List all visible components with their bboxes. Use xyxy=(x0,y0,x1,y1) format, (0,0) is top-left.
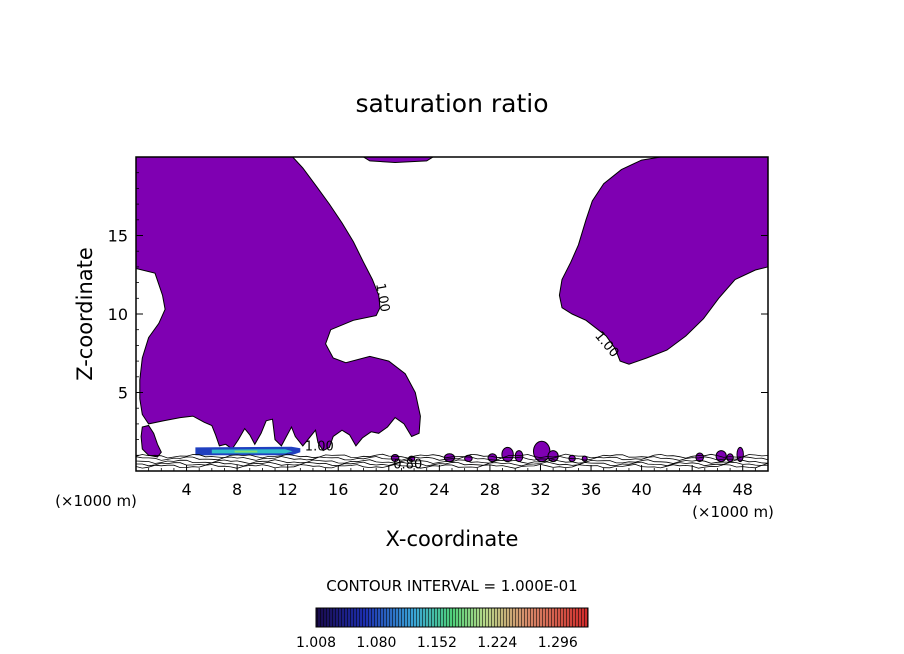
colorbar-label: 1.152 xyxy=(417,635,457,651)
surface-contours xyxy=(136,453,768,469)
y-tick-label: 5 xyxy=(118,384,128,403)
x-tick-label: 36 xyxy=(581,480,601,499)
x-tick-label: 28 xyxy=(480,480,500,499)
colorbar-label: 1.008 xyxy=(296,635,336,651)
surface-contour-line xyxy=(136,459,768,465)
x-tick-label: 40 xyxy=(631,480,651,499)
colorbar-stripes xyxy=(316,608,588,627)
colorbar-label: 1.224 xyxy=(477,635,517,651)
contour-interval-label: CONTOUR INTERVAL = 1.000E-01 xyxy=(326,577,577,595)
top-saturated-strip xyxy=(362,157,434,164)
contour-label: 1.00 xyxy=(372,282,392,313)
x-tick-label: 48 xyxy=(733,480,753,499)
colorbar-labels: 1.008 1.080 1.152 1.224 1.296 xyxy=(296,635,578,651)
near-surface-cells xyxy=(390,440,744,463)
colorbar: 1.008 1.080 1.152 1.224 1.296 xyxy=(296,607,589,651)
colorbar-label: 1.080 xyxy=(356,635,396,651)
right-saturated-region xyxy=(558,157,768,365)
x-axis-label: X-coordinate xyxy=(386,527,519,551)
x-tick-label: 8 xyxy=(232,480,242,499)
y-axis-label: Z-coordinate xyxy=(73,247,97,381)
supersaturated-regions xyxy=(136,157,768,463)
surface-contour-line xyxy=(136,461,768,467)
saturated-cell xyxy=(501,446,514,463)
surface-contour-line xyxy=(136,463,768,469)
surface-contour-line xyxy=(136,455,768,461)
colorbar-frame xyxy=(315,607,589,628)
x-tick-label: 24 xyxy=(429,480,449,499)
chart-title: saturation ratio xyxy=(355,89,548,118)
y-tick-label: 10 xyxy=(108,305,128,324)
x-tick-label: 20 xyxy=(379,480,399,499)
band-green xyxy=(234,450,258,453)
saturated-cell xyxy=(726,453,734,463)
x-tick-label: 16 xyxy=(328,480,348,499)
x-ticks: 4 8 12 16 20 24 28 32 36 40 44 48 xyxy=(148,465,756,499)
colorbar-label: 1.296 xyxy=(538,635,578,651)
left-saturated-region xyxy=(136,157,421,452)
x-tick-label: 44 xyxy=(682,480,702,499)
surface-contour-line xyxy=(136,453,768,459)
saturated-cell xyxy=(514,450,524,463)
y-tick-label: 15 xyxy=(108,227,128,246)
x-tick-label: 32 xyxy=(530,480,550,499)
contour-label: 1.00 xyxy=(305,440,334,455)
x-tick-label: 12 xyxy=(278,480,298,499)
x-unit-right: (×1000 m) xyxy=(692,503,774,521)
lower-left-cell xyxy=(140,424,162,458)
x-unit-left: (×1000 m) xyxy=(55,492,137,510)
saturated-cell xyxy=(736,446,744,463)
y-ticks: 5 10 15 xyxy=(108,172,768,456)
high-saturation-band xyxy=(195,446,301,456)
contour-label: 0.80 xyxy=(393,458,422,473)
x-tick-label: 4 xyxy=(181,480,191,499)
